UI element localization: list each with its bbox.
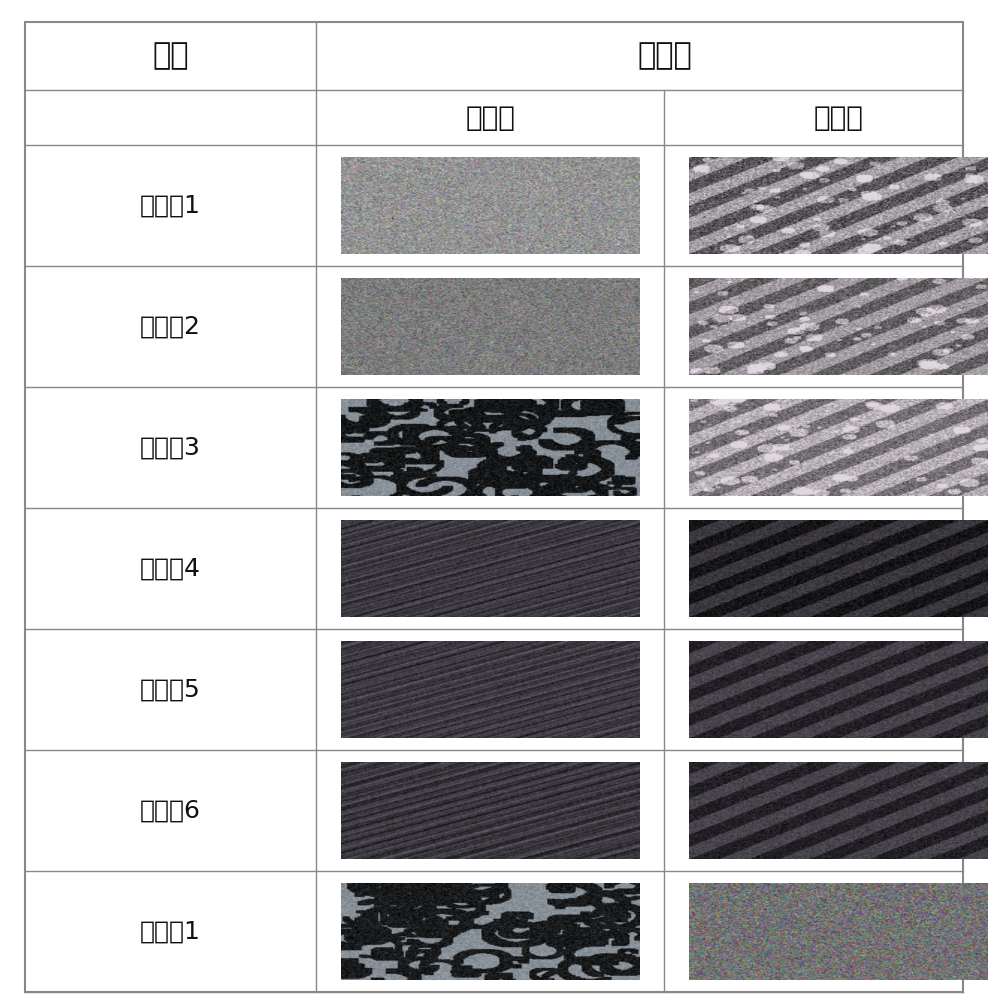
Text: 比较例1: 比较例1 — [140, 920, 201, 944]
Text: 实施例5: 实施例5 — [140, 678, 201, 702]
Text: 配向性: 配向性 — [637, 41, 692, 70]
Text: 分类: 分类 — [152, 41, 189, 70]
Text: 实施例4: 实施例4 — [140, 556, 201, 580]
Text: 实施例3: 实施例3 — [140, 436, 201, 460]
Text: 实施例2: 实施例2 — [140, 315, 201, 339]
Text: 实施例6: 实施例6 — [140, 798, 201, 822]
Text: 曝光前: 曝光前 — [465, 104, 515, 132]
Text: 曝光後: 曝光後 — [814, 104, 864, 132]
Text: 实施例1: 实施例1 — [140, 194, 201, 218]
